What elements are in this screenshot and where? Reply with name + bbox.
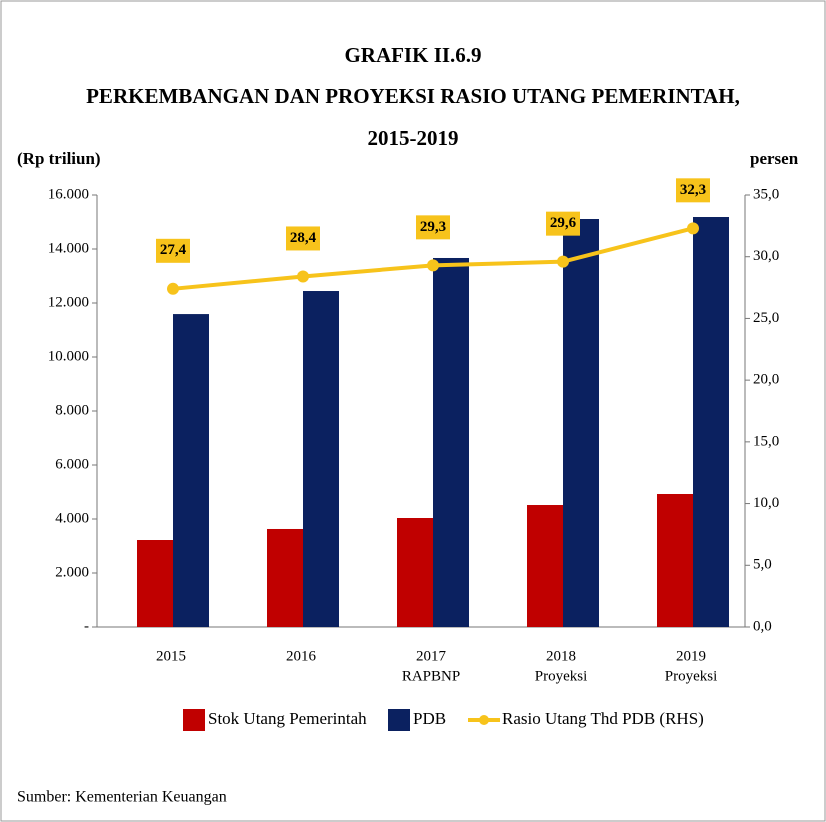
value-label-box bbox=[416, 215, 450, 240]
bar bbox=[173, 314, 209, 627]
value-label: 28,4 bbox=[290, 230, 317, 246]
value-label-box bbox=[156, 238, 190, 263]
bar bbox=[433, 257, 469, 627]
bar bbox=[397, 518, 433, 627]
y2-tick-label: 30,0 bbox=[753, 248, 779, 264]
value-label-box bbox=[546, 211, 580, 236]
line-point bbox=[557, 255, 569, 268]
y-tick-label: 14.000 bbox=[48, 240, 89, 256]
y2-tick-label: 15,0 bbox=[753, 433, 779, 449]
value-label: 29,6 bbox=[550, 215, 577, 231]
bar bbox=[267, 528, 303, 627]
x-tick-label: 2019 bbox=[676, 648, 706, 664]
y2-tick-label: 25,0 bbox=[753, 310, 779, 326]
y-tick-label: 6.000 bbox=[55, 456, 89, 472]
y-tick-label: 2.000 bbox=[55, 564, 89, 580]
y2-tick-label: 10,0 bbox=[753, 495, 779, 511]
value-label: 32,3 bbox=[680, 182, 706, 198]
y2-tick-label: 0,0 bbox=[753, 618, 772, 634]
value-label: 29,3 bbox=[420, 219, 446, 235]
y2-tick-label: 20,0 bbox=[753, 372, 779, 388]
y-tick-label: 16.000 bbox=[48, 186, 89, 202]
value-label-box bbox=[676, 178, 710, 203]
value-label-box bbox=[286, 226, 320, 251]
y-tick-label: 12.000 bbox=[48, 294, 89, 310]
legend-label: Rasio Utang Thd PDB (RHS) bbox=[502, 709, 704, 728]
value-label: 27,4 bbox=[160, 242, 187, 258]
line-point bbox=[427, 259, 439, 272]
y-axis-label: (Rp triliun) bbox=[17, 149, 101, 168]
y2-axis-label: persen bbox=[750, 149, 799, 168]
line-point bbox=[297, 270, 309, 283]
x-tick-label: 2018 bbox=[546, 648, 576, 664]
y-tick-label: 8.000 bbox=[55, 402, 89, 418]
y-tick-label: 10.000 bbox=[48, 348, 89, 364]
x-tick-label: 2017 bbox=[416, 648, 447, 664]
legend-swatch bbox=[183, 709, 205, 731]
chart-title: PERKEMBANGAN DAN PROYEKSI RASIO UTANG PE… bbox=[86, 84, 740, 108]
line-point bbox=[687, 222, 699, 235]
bar bbox=[303, 291, 339, 627]
bar bbox=[563, 219, 599, 628]
bar bbox=[137, 540, 173, 627]
source: Sumber: Kementerian Keuangan bbox=[17, 789, 227, 806]
chart-title: GRAFIK II.6.9 bbox=[344, 43, 481, 67]
x-tick-label: Proyeksi bbox=[535, 668, 588, 684]
x-tick-label: Proyeksi bbox=[665, 668, 718, 684]
bar bbox=[657, 493, 693, 627]
y2-tick-label: 5,0 bbox=[753, 557, 772, 573]
x-tick-label: 2015 bbox=[156, 648, 186, 664]
y2-tick-label: 35,0 bbox=[753, 186, 779, 202]
line-point bbox=[167, 282, 179, 295]
chart-title: 2015-2019 bbox=[368, 126, 459, 150]
legend-label: PDB bbox=[413, 709, 446, 728]
bar bbox=[693, 217, 729, 627]
legend-label: Stok Utang Pemerintah bbox=[208, 709, 367, 728]
y-tick-label: - bbox=[84, 618, 89, 634]
bar bbox=[527, 505, 563, 627]
y-tick-label: 4.000 bbox=[55, 510, 89, 526]
legend-swatch bbox=[388, 709, 410, 731]
legend-swatch bbox=[479, 715, 489, 725]
x-tick-label: RAPBNP bbox=[402, 668, 460, 684]
x-tick-label: 2016 bbox=[286, 648, 317, 664]
